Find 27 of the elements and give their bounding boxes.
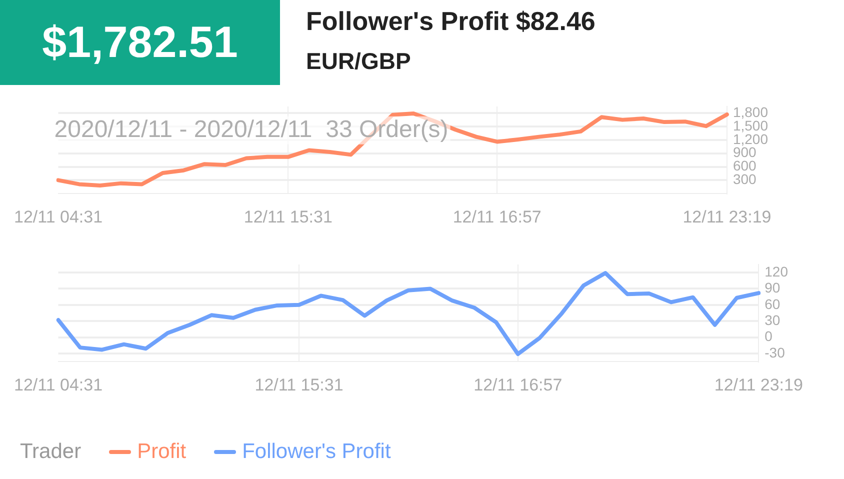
legend-label: Profit — [137, 440, 186, 464]
annotation: 2020/12/11 - 2020/12/11 33 Order(s) — [54, 116, 448, 144]
x-tick-label: 12/11 15:31 — [244, 207, 332, 226]
chart-subtitle: EUR/GBP — [306, 48, 411, 75]
x-tick-label: 12/11 04:31 — [14, 207, 103, 226]
y-tick-label: 1,500 — [732, 117, 768, 134]
legend-label: Follower's Profit — [242, 440, 391, 464]
y-tick-label: 300 — [732, 171, 757, 188]
y-tick-label: 30 — [764, 312, 780, 328]
y-tick-label: 1,800 — [732, 104, 768, 120]
text: Trader — [20, 440, 82, 464]
x-tick-label: 12/11 23:19 — [682, 207, 772, 226]
y-tick-label: 1,200 — [732, 130, 768, 147]
x-tick-label: 12/11 23:19 — [714, 375, 803, 394]
text: $1,782.51 — [0, 0, 280, 85]
x-tick-label: 12/11 04:31 — [14, 375, 103, 394]
y-tick-label: 0 — [764, 328, 773, 344]
y-tick-label: 900 — [732, 144, 757, 160]
y-tick-label: 600 — [732, 158, 757, 174]
x-tick-label: 12/11 15:31 — [254, 375, 344, 394]
x-tick-label: 12/11 16:57 — [452, 207, 542, 226]
y-tick-label: -30 — [764, 344, 786, 360]
x-tick-label: 12/11 16:57 — [474, 375, 562, 394]
y-tick-label: 90 — [764, 280, 780, 296]
chart-title: Follower's Profit $82.46 — [306, 6, 596, 37]
y-tick-label: 120 — [764, 263, 788, 280]
y-tick-label: 60 — [764, 296, 780, 312]
